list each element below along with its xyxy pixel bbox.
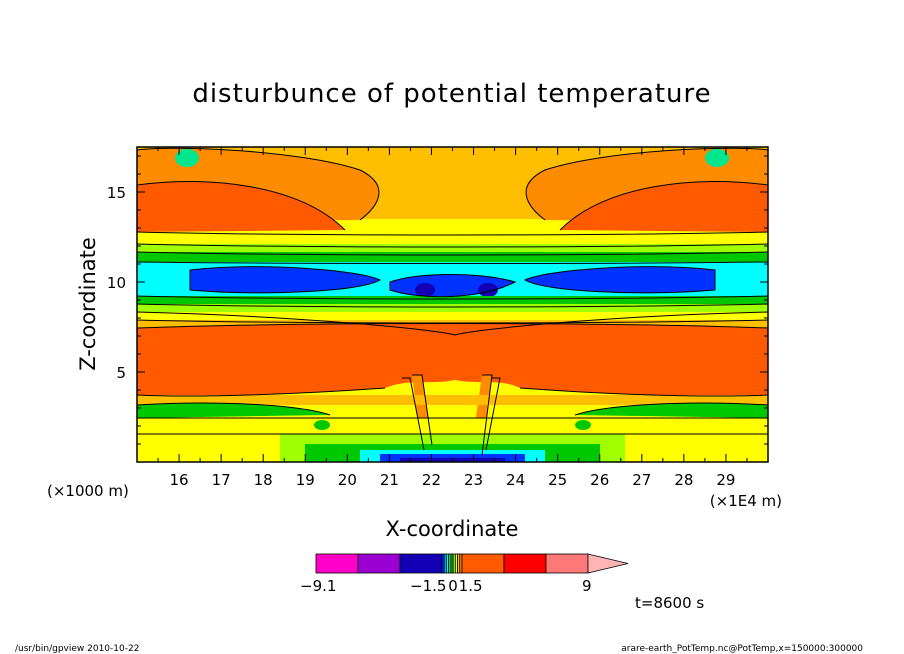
y-axis-ticks: 5 10 15 [107, 155, 768, 445]
x-axis-ticks: 16 17 18 19 20 21 22 23 24 25 26 27 28 29 [157, 147, 748, 489]
colorbar-extension [587, 553, 629, 574]
contour-field [137, 147, 768, 462]
x-tick-label: 17 [212, 471, 231, 489]
time-label: t=8600 s [635, 594, 704, 612]
x-axis-label: X-coordinate [386, 517, 519, 541]
x-tick-label: 22 [422, 471, 441, 489]
footer-right: arare-earth_PotTemp.nc@PotTemp,x=150000:… [621, 644, 863, 654]
x-tick-label: 24 [506, 471, 525, 489]
colorbar-label: 0 [448, 577, 458, 595]
x-tick-label: 23 [464, 471, 483, 489]
colorbar [315, 553, 629, 574]
y-tick-label: 5 [116, 364, 126, 382]
x-tick-label: 27 [632, 471, 651, 489]
colorbar-cell [503, 553, 547, 574]
colorbar-cell [315, 553, 359, 574]
colorbar-cell [357, 553, 401, 574]
x-tick-label: 16 [170, 471, 189, 489]
colorbar-cell [399, 553, 443, 574]
x-tick-label: 19 [296, 471, 315, 489]
x-unit-left: (×1000 m) [47, 482, 129, 500]
y-axis-label: Z-coordinate [76, 237, 100, 371]
x-unit-right: (×1E4 m) [710, 492, 782, 510]
colorbar-cell [545, 553, 589, 574]
colorbar-labels: −9.1 −1.5 0 1.5 9 [300, 577, 592, 595]
x-tick-label: 18 [254, 471, 273, 489]
x-tick-label: 29 [716, 471, 735, 489]
x-tick-label: 26 [590, 471, 609, 489]
colorbar-label: 9 [582, 577, 592, 595]
footer-left: /usr/bin/gpview 2010-10-22 [15, 644, 139, 654]
y-tick-label: 15 [107, 184, 126, 202]
chart-title: disturbunce of potential temperature [192, 79, 711, 109]
colorbar-label: 1.5 [459, 577, 483, 595]
y-tick-label: 10 [107, 274, 126, 292]
x-tick-label: 20 [338, 471, 357, 489]
colorbar-label: −9.1 [300, 577, 336, 595]
colorbar-label: −1.5 [410, 577, 446, 595]
x-tick-label: 28 [674, 471, 693, 489]
x-tick-label: 25 [548, 471, 567, 489]
x-tick-label: 21 [380, 471, 399, 489]
colorbar-cell [461, 553, 505, 574]
